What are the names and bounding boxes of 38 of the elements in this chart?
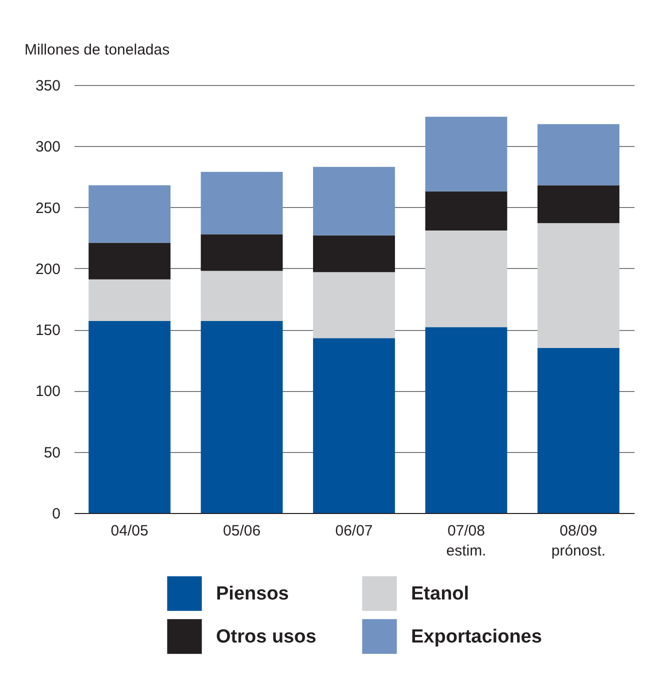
bar — [200, 270, 283, 322]
x-tick-label: 08/09 prónost. — [551, 522, 606, 560]
y-tick-label: 150 — [35, 322, 60, 340]
bar — [200, 321, 283, 513]
y-axis-title: Millones de toneladas — [24, 42, 170, 58]
x-tick-label: 07/08 estim. — [446, 522, 486, 560]
bar — [88, 279, 171, 322]
bar — [88, 242, 171, 280]
bar — [425, 327, 508, 513]
x-tick-label: 06/07 — [335, 522, 373, 540]
bar — [313, 272, 395, 338]
x-tick-label: 04/05 — [110, 522, 148, 540]
y-tick-label: 200 — [35, 260, 60, 278]
bar — [88, 185, 171, 243]
bar — [425, 191, 508, 231]
legend-label: Exportaciones — [411, 626, 542, 648]
bar — [88, 321, 171, 513]
y-tick-label: 300 — [35, 138, 60, 156]
x-tick-label: 05/06 — [223, 522, 261, 540]
bar — [425, 116, 508, 192]
bar — [200, 172, 283, 234]
legend-label: Etanol — [411, 584, 470, 605]
bar — [537, 185, 620, 224]
y-tick-label: 0 — [52, 506, 60, 522]
legend-label: Otros usos — [216, 626, 316, 648]
y-tick-label: 350 — [35, 78, 60, 94]
y-tick-label: 100 — [35, 383, 60, 400]
bar — [537, 124, 620, 186]
bar — [313, 235, 395, 272]
bar — [313, 166, 395, 236]
bar — [200, 234, 283, 271]
y-tick-label: 50 — [44, 444, 60, 462]
bar — [537, 223, 620, 348]
bar — [425, 230, 508, 328]
bar — [313, 338, 395, 513]
bar — [537, 348, 620, 513]
legend-label: Piensos — [216, 584, 289, 605]
y-tick-label: 250 — [35, 200, 60, 217]
